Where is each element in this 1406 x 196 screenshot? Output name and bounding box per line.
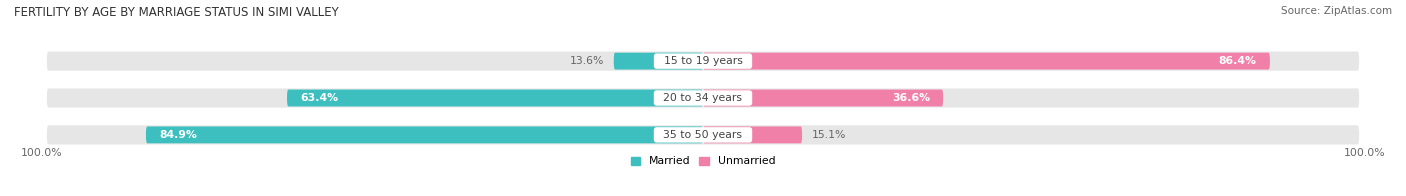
Text: 36.6%: 36.6% [891, 93, 929, 103]
Text: FERTILITY BY AGE BY MARRIAGE STATUS IN SIMI VALLEY: FERTILITY BY AGE BY MARRIAGE STATUS IN S… [14, 6, 339, 19]
FancyBboxPatch shape [146, 126, 703, 143]
Text: 35 to 50 years: 35 to 50 years [657, 130, 749, 140]
FancyBboxPatch shape [703, 53, 1270, 70]
Text: 63.4%: 63.4% [299, 93, 339, 103]
FancyBboxPatch shape [46, 125, 1360, 144]
FancyBboxPatch shape [287, 90, 703, 106]
Text: 15 to 19 years: 15 to 19 years [657, 56, 749, 66]
Legend: Married, Unmarried: Married, Unmarried [626, 152, 780, 171]
Text: 13.6%: 13.6% [569, 56, 605, 66]
FancyBboxPatch shape [46, 88, 1360, 108]
Text: 20 to 34 years: 20 to 34 years [657, 93, 749, 103]
Text: 15.1%: 15.1% [811, 130, 846, 140]
Text: 100.0%: 100.0% [1344, 148, 1385, 158]
Text: Source: ZipAtlas.com: Source: ZipAtlas.com [1281, 6, 1392, 16]
FancyBboxPatch shape [703, 126, 801, 143]
FancyBboxPatch shape [703, 90, 943, 106]
Text: 84.9%: 84.9% [159, 130, 197, 140]
Text: 86.4%: 86.4% [1219, 56, 1257, 66]
Text: 100.0%: 100.0% [21, 148, 62, 158]
FancyBboxPatch shape [614, 53, 703, 70]
FancyBboxPatch shape [46, 52, 1360, 71]
